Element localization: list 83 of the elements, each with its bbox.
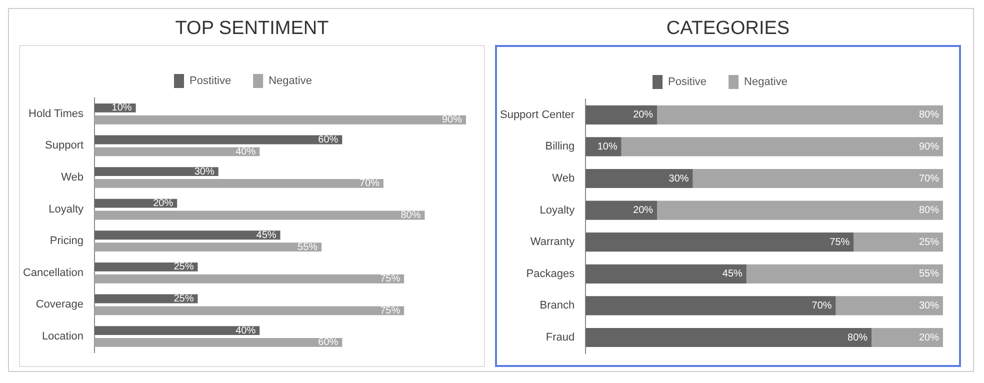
- data-label: 90%: [918, 141, 940, 152]
- chart-title: TOP SENTIMENT: [174, 17, 330, 41]
- bar: [657, 200, 943, 220]
- bar: [94, 147, 260, 156]
- y-tick-label: Coverage: [36, 298, 84, 311]
- bar: [94, 230, 280, 240]
- data-label: 45%: [256, 230, 276, 241]
- y-tick-label: Support: [45, 140, 84, 152]
- bar: [94, 167, 218, 176]
- data-label: 70%: [812, 300, 832, 312]
- data-label: 55%: [298, 242, 318, 253]
- data-label: 90%: [442, 114, 462, 126]
- y-tick-label: Support Center: [500, 108, 575, 121]
- bar: [94, 274, 404, 284]
- y-tick-label: Hold Times: [28, 108, 84, 120]
- data-label: 70%: [918, 173, 940, 184]
- y-tick-label: Fraud: [546, 332, 575, 344]
- data-label: 30%: [668, 173, 689, 184]
- y-tick-label: Location: [42, 330, 84, 343]
- bar: [94, 242, 322, 252]
- legend-label: Postitive: [190, 75, 232, 88]
- y-tick-label: Loyalty: [540, 204, 576, 216]
- y-tick-label: Warranty: [530, 236, 576, 248]
- data-label: 60%: [318, 134, 338, 146]
- bar: [586, 200, 658, 220]
- data-label: 25%: [174, 262, 194, 273]
- data-label: 75%: [830, 236, 850, 248]
- data-label: 80%: [918, 110, 940, 121]
- bar: [94, 135, 342, 144]
- y-tick-label: Web: [61, 172, 84, 184]
- data-label: 25%: [174, 293, 194, 304]
- data-label: 80%: [918, 205, 940, 216]
- data-label: 40%: [236, 325, 256, 336]
- bar: [586, 232, 854, 252]
- data-label: 20%: [633, 205, 654, 216]
- bar: [586, 328, 872, 348]
- data-label: 20%: [918, 332, 940, 344]
- legend-label: Negative: [268, 75, 312, 88]
- data-label: 80%: [848, 332, 868, 344]
- data-label: 30%: [918, 300, 940, 312]
- data-label: 75%: [380, 274, 400, 285]
- bar: [621, 137, 943, 156]
- legend-label: Negative: [744, 76, 788, 88]
- bar: [836, 296, 943, 316]
- data-label: 60%: [318, 337, 338, 348]
- legend-label: Positive: [668, 76, 707, 88]
- data-label: 80%: [400, 210, 421, 222]
- bar: [657, 105, 943, 124]
- bar: [94, 338, 342, 347]
- chart-title: CATEGORIES: [665, 17, 791, 41]
- y-tick-label: Branch: [540, 300, 575, 312]
- bar: [94, 262, 198, 272]
- y-tick-label: Cancellation: [22, 266, 84, 279]
- bar: [692, 168, 943, 188]
- bar: [586, 264, 746, 284]
- data-label: 70%: [359, 178, 380, 190]
- data-label: 25%: [918, 236, 940, 248]
- y-tick-label: Pricing: [50, 235, 84, 248]
- bar: [94, 198, 178, 208]
- bar: [746, 264, 943, 284]
- bar: [94, 115, 466, 124]
- data-label: 45%: [722, 268, 743, 280]
- data-label: 75%: [380, 305, 400, 316]
- bar: [872, 328, 943, 348]
- bar: [94, 210, 425, 220]
- bar: [94, 306, 404, 316]
- data-label: 55%: [918, 268, 940, 280]
- data-label: 10%: [597, 141, 618, 152]
- y-tick-label: Packages: [526, 268, 576, 280]
- data-label: 10%: [112, 102, 132, 114]
- bar: [94, 178, 384, 188]
- bar: [586, 168, 693, 188]
- y-tick-label: Web: [552, 172, 575, 185]
- bar: [586, 105, 658, 124]
- data-label: 20%: [153, 198, 174, 210]
- bar: [94, 326, 260, 336]
- y-tick-label: Billing: [545, 140, 575, 153]
- data-label: 40%: [236, 146, 256, 158]
- y-tick-label: Loyalty: [48, 203, 84, 216]
- bar: [586, 296, 836, 316]
- data-label: 20%: [633, 110, 654, 121]
- bar: [854, 232, 943, 252]
- data-label: 30%: [194, 166, 214, 178]
